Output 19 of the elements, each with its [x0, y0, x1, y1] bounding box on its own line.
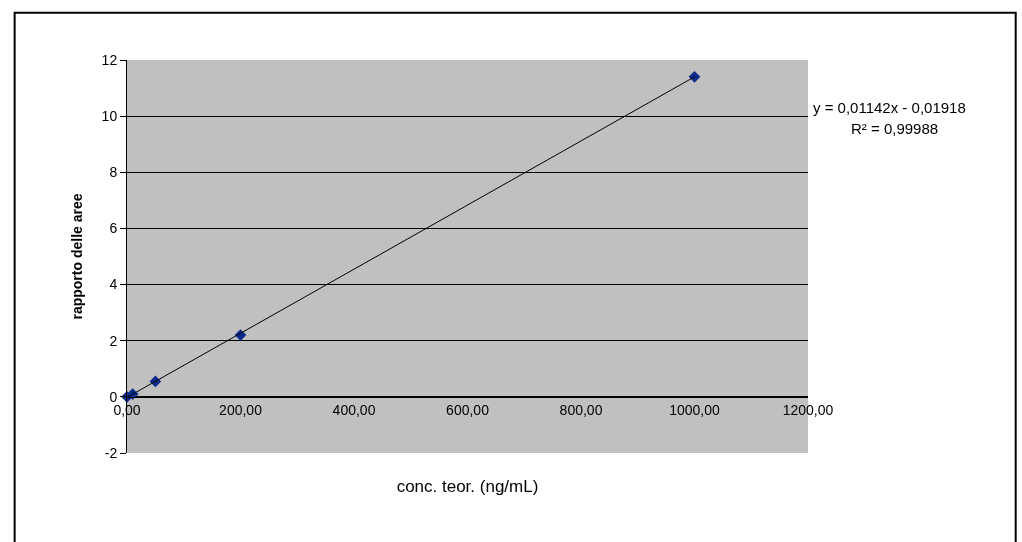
y-tick-label: 2 — [109, 332, 118, 349]
y-tick-label: -2 — [104, 444, 118, 461]
point — [688, 70, 701, 83]
x-tick-label: 1200,00 — [782, 401, 834, 418]
y-tick-label: 0 — [109, 388, 118, 405]
x-tick-label: 200,00 — [219, 401, 263, 418]
y-tick-label: 6 — [109, 220, 118, 237]
x-tick-label: 400,00 — [332, 401, 376, 418]
text: y = 0,01142x - 0,01918 — [813, 99, 966, 116]
y-axis-title: rapporto delle aree — [69, 193, 86, 320]
y-tick-label: 8 — [109, 164, 118, 181]
x-axis-title: conc. teor. (ng/mL) — [396, 477, 539, 497]
y-tick-label: 12 — [101, 51, 118, 68]
y-tick-label: 4 — [109, 276, 118, 293]
text: R² = 0,99988 — [851, 120, 939, 137]
x-tick-label: 800,00 — [559, 401, 603, 418]
y-tick-label: 10 — [101, 108, 118, 125]
x-tick-label: 1000,00 — [669, 401, 721, 418]
x-tick-label: 600,00 — [446, 401, 490, 418]
